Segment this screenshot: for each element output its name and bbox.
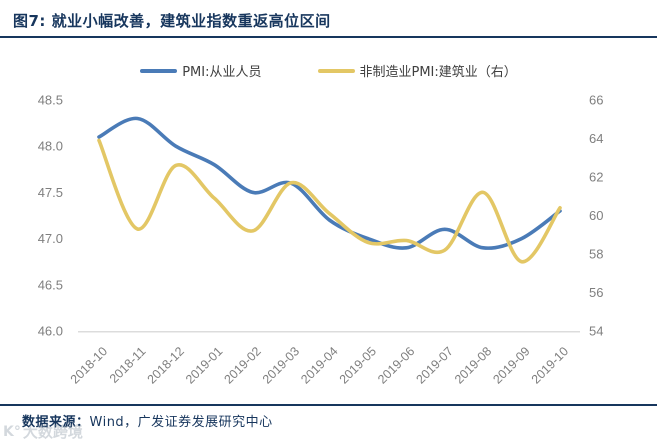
y-axis-left-tick-label: 47.0 [38, 231, 63, 246]
x-axis-tick-label: 2019-03 [260, 344, 302, 386]
legend-line-swatch-yellow [317, 68, 355, 73]
x-axis-tick-label: 2019-07 [414, 344, 456, 386]
legend-item-construction-pmi: 非制造业PMI:建筑业（右） [317, 61, 517, 80]
series-line-construction-pmi [97, 138, 562, 264]
legend-label: PMI:从业人员 [182, 65, 262, 80]
y-axis-right-tick-label: 64 [589, 131, 603, 146]
legend-line-swatch-blue [140, 68, 178, 73]
x-axis-tick-label: 2019-05 [337, 344, 379, 386]
x-axis-tick-label: 2019-09 [490, 344, 532, 386]
data-source: 数据来源：Wind，广发证券发展研究中心 [22, 411, 273, 430]
y-axis-right-tick-label: 60 [589, 208, 603, 223]
x-axis-tick-label: 2018-12 [145, 344, 187, 386]
data-source-label: 数据来源： [22, 415, 90, 430]
title-divider [0, 36, 657, 38]
y-axis-right-tick-label: 58 [589, 247, 603, 262]
x-axis-tick-label: 2018-11 [107, 344, 149, 386]
y-axis-left-tick-label: 46.5 [38, 277, 63, 292]
data-source-text: Wind，广发证券发展研究中心 [89, 415, 273, 430]
x-axis-tick-label: 2018-10 [68, 344, 110, 386]
chart-legend: PMI:从业人员 非制造业PMI:建筑业（右） [0, 61, 657, 80]
x-axis-tick-label: 2019-01 [183, 344, 225, 386]
y-axis-left-tick-label: 46.0 [38, 324, 63, 339]
y-axis-right-tick-label: 56 [589, 285, 603, 300]
x-axis-tick-label: 2019-06 [375, 344, 417, 386]
y-axis-left-tick-label: 48.5 [38, 93, 63, 108]
y-axis-right-tick-label: 66 [589, 93, 603, 108]
footer-divider [0, 404, 657, 406]
chart-title: 图7: 就业小幅改善，建筑业指数重返高位区间 [13, 12, 331, 30]
legend-item-pmi-employment: PMI:从业人员 [140, 61, 262, 80]
x-axis-tick-label: 2019-04 [298, 344, 340, 386]
series-line-pmi-employment [97, 116, 562, 250]
y-axis-left-tick-label: 47.5 [38, 185, 63, 200]
y-axis-left-tick-label: 48.0 [38, 139, 63, 154]
y-axis-right-tick-label: 54 [589, 324, 603, 339]
x-axis-tick-label: 2019-02 [221, 344, 263, 386]
x-axis-tick-label: 2019-08 [452, 344, 494, 386]
y-axis-right-tick-label: 62 [589, 170, 603, 185]
legend-label: 非制造业PMI:建筑业（右） [359, 65, 517, 80]
x-axis-tick-label: 2019-10 [529, 344, 571, 386]
